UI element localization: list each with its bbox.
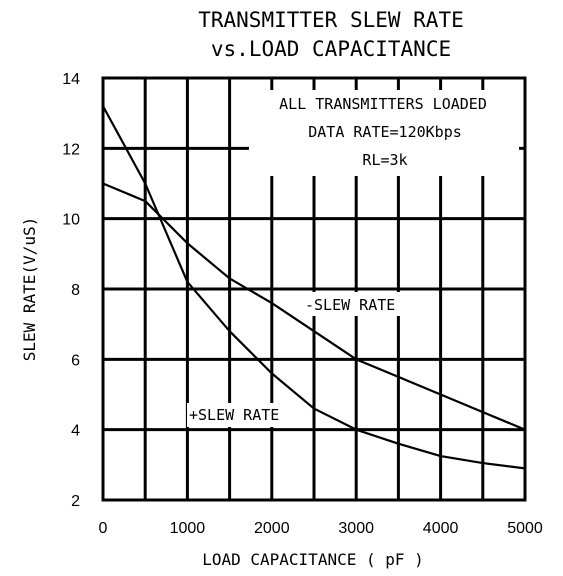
x-tick-label: 0 [99, 520, 108, 537]
minus-slew-rate-line [101, 182, 527, 431]
y-axis-title: SLEW RATE(V/uS) [20, 217, 39, 362]
y-tick-label: 12 [62, 141, 80, 158]
plus-slew-label-background [187, 403, 305, 427]
annotation-data-rate: DATA RATE=120Kbps [308, 123, 462, 141]
x-tick-label: 3000 [338, 520, 374, 537]
annotation-load-resistance: RL=3k [362, 151, 407, 169]
plot-frame [101, 76, 527, 502]
x-tick-labels: 0 1000 2000 3000 4000 5000 [99, 520, 543, 537]
x-tick-label: 1000 [170, 520, 206, 537]
chart-subtitle: vs.LOAD CAPACITANCE [211, 37, 451, 61]
minus-slew-rate-label: -SLEW RATE [305, 296, 395, 314]
chart-title: TRANSMITTER SLEW RATE [198, 8, 464, 32]
y-tick-label: 2 [71, 493, 80, 510]
minus-slew-label-background [302, 292, 427, 316]
x-tick-label: 4000 [423, 520, 459, 537]
y-tick-label: 10 [62, 212, 80, 229]
plus-slew-rate-label: +SLEW RATE [189, 406, 279, 424]
x-axis-title: LOAD CAPACITANCE ( pF ) [202, 550, 424, 569]
x-tick-label: 5000 [507, 520, 543, 537]
y-tick-label: 8 [71, 282, 80, 299]
y-tick-label: 4 [71, 423, 80, 440]
y-tick-labels: 2 4 6 8 10 12 14 [62, 71, 80, 510]
y-tick-label: 14 [62, 71, 80, 88]
y-tick-label: 6 [71, 352, 80, 369]
plus-slew-rate-line [101, 105, 527, 470]
x-tick-label: 2000 [254, 520, 290, 537]
series-lines [101, 105, 527, 470]
annotation-transmitters-loaded: ALL TRANSMITTERS LOADED [279, 95, 487, 113]
annotation-background [249, 90, 519, 176]
